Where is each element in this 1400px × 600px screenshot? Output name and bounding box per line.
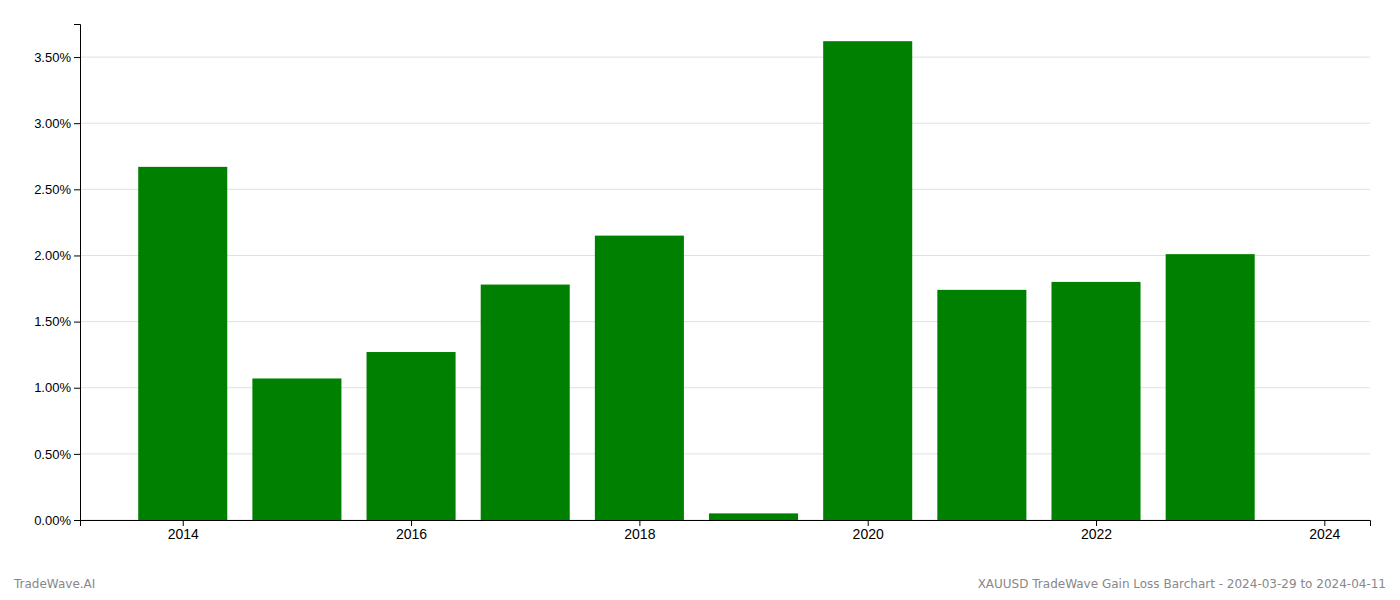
tick-label: 3.50% (34, 50, 71, 65)
tick-mark (74, 123, 80, 124)
footer-right: XAUUSD TradeWave Gain Loss Barchart - 20… (978, 577, 1386, 591)
tick: 1.00% (34, 380, 80, 395)
bar (252, 378, 341, 520)
tick: 0.00% (34, 513, 80, 528)
chart: 0.00% 0.50% 1.00% 1.50% 2.00% 2.50% 3.00% 3.50%… (0, 0, 1400, 600)
bar (138, 167, 227, 520)
tick: 0.50% (34, 447, 80, 462)
footer-left: TradeWave.AI (13, 577, 95, 591)
axis-line (81, 521, 1371, 527)
grid (80, 57, 1370, 520)
tick-mark (74, 322, 80, 323)
tick-label: 2020 (853, 526, 884, 542)
tick-mark (74, 388, 80, 389)
bar (1051, 282, 1140, 520)
grid-line (80, 123, 1370, 124)
tick-label: 0.50% (34, 447, 71, 462)
x-axis: 2014 2016 2018 2020 2022 2024 (81, 520, 1371, 542)
tick-label: 1.50% (34, 314, 71, 329)
tick-label: 2022 (1081, 526, 1112, 542)
tick-label: 1.00% (34, 380, 71, 395)
tick-label: 0.00% (34, 513, 71, 528)
tick: 1.50% (34, 314, 80, 329)
tick-label: 2016 (396, 526, 427, 542)
tick-mark (74, 57, 80, 58)
bar (937, 290, 1026, 520)
bar (709, 513, 798, 520)
tick-label: 3.00% (34, 116, 71, 131)
tick: 2020 (853, 520, 884, 542)
tick: 3.50% (34, 50, 80, 65)
tick: 2018 (624, 520, 655, 542)
tick-label: 2.00% (34, 248, 71, 263)
tick: 2024 (1309, 520, 1340, 542)
tick-mark (74, 255, 80, 256)
bar (823, 41, 912, 520)
tick: 2.00% (34, 248, 80, 263)
axis-line (74, 25, 81, 521)
tick-label: 2024 (1309, 526, 1340, 542)
tick-mark (74, 520, 80, 521)
tick: 2014 (168, 520, 199, 542)
tick: 2.50% (34, 182, 80, 197)
tick-label: 2018 (624, 526, 655, 542)
tick-mark (74, 189, 80, 190)
bars (138, 41, 1254, 520)
plot: 0.00% 0.50% 1.00% 1.50% 2.00% 2.50% 3.00% 3.50%… (34, 25, 1370, 542)
bar (367, 352, 456, 520)
grid-line (80, 189, 1370, 190)
tick: 2016 (396, 520, 427, 542)
grid-line (80, 57, 1370, 58)
tick-label: 2.50% (34, 182, 71, 197)
tick: 3.00% (34, 116, 80, 131)
bar (481, 285, 570, 520)
tick-mark (74, 454, 80, 455)
y-axis: 0.00% 0.50% 1.00% 1.50% 2.00% 2.50% 3.00% 3.50% (34, 25, 80, 528)
tick-label: 2014 (168, 526, 199, 542)
bar (1166, 254, 1255, 520)
bar (595, 236, 684, 520)
tick: 2022 (1081, 520, 1112, 542)
